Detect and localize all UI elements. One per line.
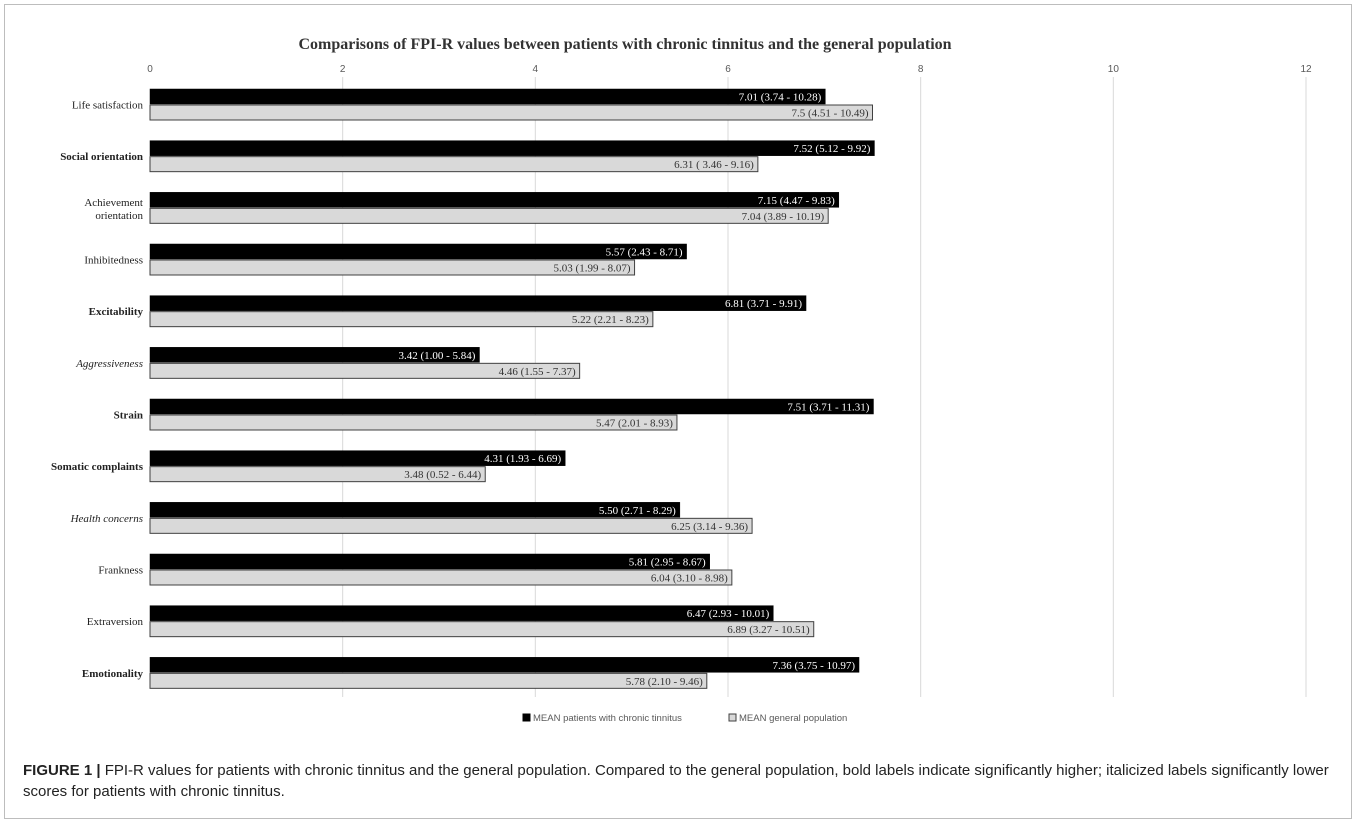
category-labels: Life satisfaction Social orientation Achie… [51, 100, 144, 680]
legend-label: MEAN general population [739, 713, 847, 724]
chart-title: Comparisons of FPI-R values between pati… [298, 36, 951, 53]
data-label: 4.46 (1.55 - 7.37) [499, 366, 576, 378]
bar-tinnitus [149, 553, 710, 570]
data-label: 5.03 (1.99 - 8.07) [554, 263, 631, 275]
x-tick-label: 10 [1108, 64, 1120, 75]
legend: MEAN patients with chronic tinnitus MEAN … [522, 713, 847, 724]
data-label: 5.81 (2.95 - 8.67) [629, 557, 706, 569]
data-label: 6.89 (3.27 - 10.51) [727, 624, 810, 636]
bar-tinnitus [149, 295, 807, 311]
data-label: 5.47 (2.01 - 8.93) [596, 418, 673, 430]
category-label: Social orientation [60, 151, 143, 163]
data-label: 6.25 (3.14 - 9.36) [671, 521, 748, 533]
bar-general-population [149, 672, 708, 689]
bar-general-population [149, 466, 486, 483]
category-label: Aggressiveness [75, 358, 143, 370]
category-label: Strain [114, 410, 143, 422]
data-label: 7.15 (4.47 - 9.83) [758, 195, 835, 207]
data-label: 5.22 (2.21 - 8.23) [572, 314, 649, 326]
bar-tinnitus [149, 347, 480, 363]
category-label: Emotionality [82, 668, 144, 680]
legend-label: MEAN patients with chronic tinnitus [533, 713, 682, 724]
x-tick-label: 0 [147, 64, 153, 75]
bar-tinnitus [149, 140, 875, 156]
bar-general-population [149, 207, 829, 224]
category-label: Excitability [89, 306, 144, 318]
bar-general-population [149, 569, 733, 586]
data-label: 7.04 (3.89 - 10.19) [742, 211, 825, 223]
bar-general-population [149, 621, 815, 638]
data-label: 7.36 (3.75 - 10.97) [773, 660, 856, 672]
bar-tinnitus [149, 88, 826, 105]
bars: 7.01 (3.74 - 10.28) 7.5 (4.51 - 10.49) 7.5… [149, 88, 875, 689]
bar-tinnitus [149, 502, 681, 518]
figure-caption: FIGURE 1 | FPI-R values for patients wit… [23, 760, 1343, 802]
category-label: Achievement [84, 197, 143, 209]
x-tick-label: 8 [918, 64, 924, 75]
bar-tinnitus [149, 398, 874, 415]
data-label: 7.51 (3.71 - 11.31) [787, 402, 869, 414]
category-label: Extraversion [87, 616, 144, 628]
x-tick-label: 2 [340, 64, 346, 75]
data-label: 7.01 (3.74 - 10.28) [739, 92, 822, 104]
bar-tinnitus [149, 657, 860, 673]
bar-general-population [149, 259, 636, 276]
category-label: orientation [95, 210, 143, 222]
data-label: 3.42 (1.00 - 5.84) [398, 350, 475, 362]
bar-general-population [149, 311, 654, 328]
legend-swatch-general-population [728, 713, 737, 722]
bar-tinnitus [149, 605, 774, 621]
bar-general-population [149, 517, 753, 534]
data-label: 6.47 (2.93 - 10.01) [687, 608, 770, 620]
bar-general-population [149, 156, 759, 173]
data-label: 6.81 (3.71 - 9.91) [725, 298, 802, 310]
figure-frame: Comparisons of FPI-R values between pati… [4, 4, 1352, 819]
bar-general-population [149, 104, 873, 121]
x-axis-ticks: 0 2 4 6 8 10 12 [147, 64, 1312, 75]
x-tick-label: 4 [533, 64, 539, 75]
data-label: 4.31 (1.93 - 6.69) [484, 453, 561, 465]
caption-text: FPI-R values for patients with chronic t… [23, 762, 1329, 800]
data-label: 7.5 (4.51 - 10.49) [792, 108, 869, 120]
caption-label: FIGURE 1 | [23, 762, 101, 779]
bar-tinnitus [149, 192, 840, 208]
x-tick-label: 6 [725, 64, 731, 75]
data-label: 3.48 (0.52 - 6.44) [404, 469, 481, 481]
data-label: 7.52 (5.12 - 9.92) [793, 143, 870, 155]
data-label: 6.31 ( 3.46 - 9.16) [674, 159, 754, 171]
bar-tinnitus [149, 243, 687, 260]
category-label: Life satisfaction [72, 100, 144, 112]
category-label: Somatic complaints [51, 461, 144, 473]
category-label: Inhibitedness [84, 255, 143, 267]
bar-general-population [149, 362, 581, 379]
x-tick-label: 12 [1300, 64, 1312, 75]
legend-swatch-tinnitus [522, 713, 531, 722]
bar-tinnitus [149, 450, 566, 466]
category-label: Frankness [98, 565, 143, 577]
gridlines [342, 77, 1307, 697]
data-label: 5.50 (2.71 - 8.29) [599, 505, 676, 517]
bar-chart: Comparisons of FPI-R values between pati… [51, 36, 1312, 724]
data-label: 5.78 (2.10 - 9.46) [626, 676, 703, 688]
bar-general-population [149, 414, 678, 431]
data-label: 5.57 (2.43 - 8.71) [606, 247, 683, 259]
category-label: Health concerns [70, 513, 143, 525]
data-label: 6.04 (3.10 - 8.98) [651, 573, 728, 585]
